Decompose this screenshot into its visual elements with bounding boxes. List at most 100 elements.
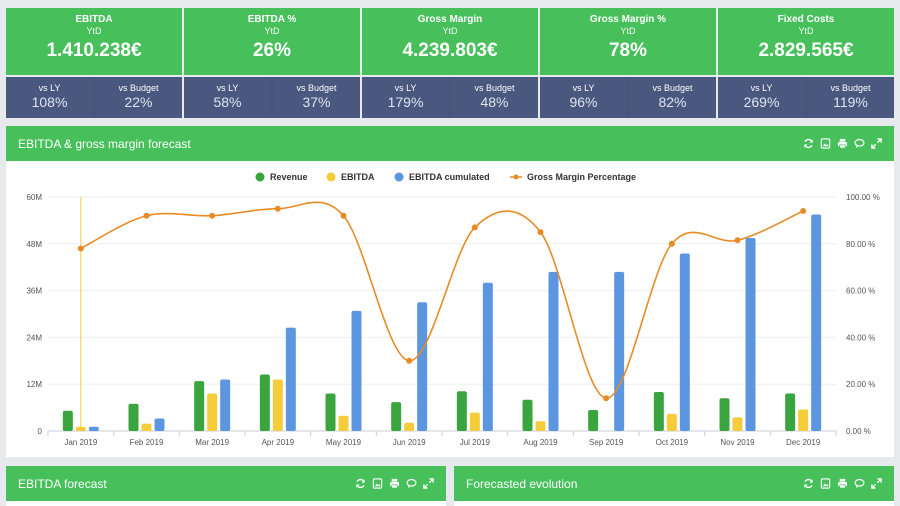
legend-margin[interactable]: Gross Margin Percentage [527, 172, 636, 182]
margin-line [80, 201, 804, 400]
ebitda-bar[interactable] [141, 423, 152, 431]
kpi-vs-budget: vs Budget 48% [451, 77, 538, 118]
chart-legend[interactable]: Revenue EBITDA EBITDA cumulated Gross Ma… [255, 172, 637, 182]
ebitda-bar[interactable] [272, 379, 283, 431]
revenue-bar[interactable] [588, 409, 599, 431]
margin-point[interactable] [274, 205, 281, 212]
kpi-main: EBITDA % YtD 26% [184, 8, 360, 75]
comment-icon[interactable] [406, 478, 417, 489]
image-export-icon[interactable] [372, 478, 383, 489]
revenue-bar[interactable] [785, 393, 796, 431]
margin-point[interactable] [734, 237, 741, 244]
margin-point[interactable] [406, 357, 413, 364]
revenue-bar[interactable] [456, 391, 467, 431]
legend-revenue[interactable]: Revenue [270, 172, 308, 182]
ebitda-bar[interactable] [732, 417, 743, 431]
ebitda-bar[interactable] [75, 426, 86, 431]
margin-point[interactable] [340, 212, 347, 219]
refresh-icon[interactable] [803, 138, 814, 149]
panel-header: Forecasted evolution [454, 466, 894, 501]
cumulated-bar[interactable] [811, 214, 822, 431]
y-left-tick: 36M [26, 287, 42, 296]
kpi-vs-ly: vs LY 179% [362, 77, 449, 118]
comment-icon[interactable] [854, 478, 865, 489]
margin-point[interactable] [800, 208, 807, 215]
legend-cumulated[interactable]: EBITDA cumulated [409, 172, 490, 182]
kpi-tile: EBITDA YtD 1.410.238€ vs LY 108% vs Budge… [6, 8, 182, 118]
image-export-icon[interactable] [820, 138, 831, 149]
image-export-icon[interactable] [820, 478, 831, 489]
refresh-icon[interactable] [803, 478, 814, 489]
margin-point[interactable] [603, 395, 610, 402]
cumulated-bar[interactable] [417, 302, 428, 431]
cumulated-bar[interactable] [154, 418, 165, 431]
legend-ebitda[interactable]: EBITDA [341, 172, 375, 182]
kpi-value: 2.829.565€ [758, 40, 854, 61]
kpi-vs-label: vs Budget [652, 83, 693, 93]
cumulated-bar[interactable] [679, 253, 690, 431]
cumulated-bar[interactable] [351, 310, 362, 431]
revenue-bar[interactable] [128, 403, 139, 431]
kpi-period: YtD [442, 26, 458, 36]
kpi-comparisons: vs LY 179% vs Budget 48% [362, 77, 538, 118]
y-right-tick: 80.00 % [846, 240, 875, 249]
x-tick-label: Feb 2019 [130, 438, 164, 447]
kpi-vs-label: vs LY [38, 83, 61, 93]
y-left-tick: 12M [26, 380, 42, 389]
expand-icon[interactable] [423, 478, 434, 489]
kpi-vs-budget: vs Budget 119% [807, 77, 894, 118]
ebitda-bar[interactable] [404, 422, 415, 431]
comment-icon[interactable] [854, 138, 865, 149]
revenue-bar[interactable] [62, 410, 73, 431]
y-right-tick: 40.00 % [846, 333, 875, 342]
cumulated-bar[interactable] [482, 282, 493, 431]
margin-point[interactable] [537, 229, 544, 236]
kpi-value: 1.410.238€ [46, 40, 142, 61]
revenue-bar[interactable] [259, 374, 270, 431]
ebitda-bar[interactable] [798, 409, 809, 431]
kpi-title: EBITDA [75, 14, 113, 25]
print-icon[interactable] [389, 478, 400, 489]
revenue-bar[interactable] [719, 398, 730, 431]
cumulated-bar[interactable] [548, 271, 559, 431]
kpi-vs-value: 119% [833, 94, 868, 110]
print-icon[interactable] [837, 138, 848, 149]
forecast-chart[interactable]: Revenue EBITDA EBITDA cumulated Gross Ma… [6, 161, 894, 457]
ebitda-bar[interactable] [469, 412, 480, 431]
forecast-chart-panel: EBITDA & gross margin forecast Revenue E… [6, 126, 894, 457]
panel-title: EBITDA forecast [18, 476, 107, 491]
cumulated-bar[interactable] [88, 426, 99, 431]
cumulated-bar[interactable] [745, 237, 756, 431]
revenue-bar[interactable] [391, 402, 402, 431]
margin-point[interactable] [77, 245, 84, 252]
ebitda-bar[interactable] [666, 413, 677, 431]
refresh-icon[interactable] [355, 478, 366, 489]
revenue-bar[interactable] [653, 392, 664, 431]
kpi-period: YtD [264, 26, 280, 36]
margin-point[interactable] [209, 212, 216, 219]
ebitda-forecast-panel: EBITDA forecast [6, 466, 446, 506]
panel-header: EBITDA & gross margin forecast [6, 126, 894, 161]
kpi-main: Gross Margin YtD 4.239.803€ [362, 8, 538, 75]
ebitda-bar[interactable] [535, 421, 546, 431]
cumulated-bar[interactable] [614, 271, 625, 431]
cumulated-bar[interactable] [285, 327, 296, 431]
expand-icon[interactable] [871, 138, 882, 149]
margin-point[interactable] [471, 224, 478, 231]
revenue-bar[interactable] [325, 393, 336, 431]
print-icon[interactable] [837, 478, 848, 489]
panel-header: EBITDA forecast [6, 466, 446, 501]
revenue-bar[interactable] [522, 399, 533, 431]
revenue-bar[interactable] [194, 381, 205, 431]
legend-revenue-marker [255, 172, 265, 182]
margin-point[interactable] [143, 212, 150, 219]
kpi-period: YtD [86, 26, 102, 36]
ebitda-bar[interactable] [207, 393, 218, 431]
kpi-vs-ly: vs LY 269% [718, 77, 805, 118]
cumulated-bar[interactable] [220, 379, 231, 431]
margin-point[interactable] [668, 240, 675, 247]
ebitda-bar[interactable] [338, 415, 349, 431]
x-tick-label: Nov 2019 [720, 438, 755, 447]
expand-icon[interactable] [871, 478, 882, 489]
kpi-vs-label: vs Budget [474, 83, 515, 93]
